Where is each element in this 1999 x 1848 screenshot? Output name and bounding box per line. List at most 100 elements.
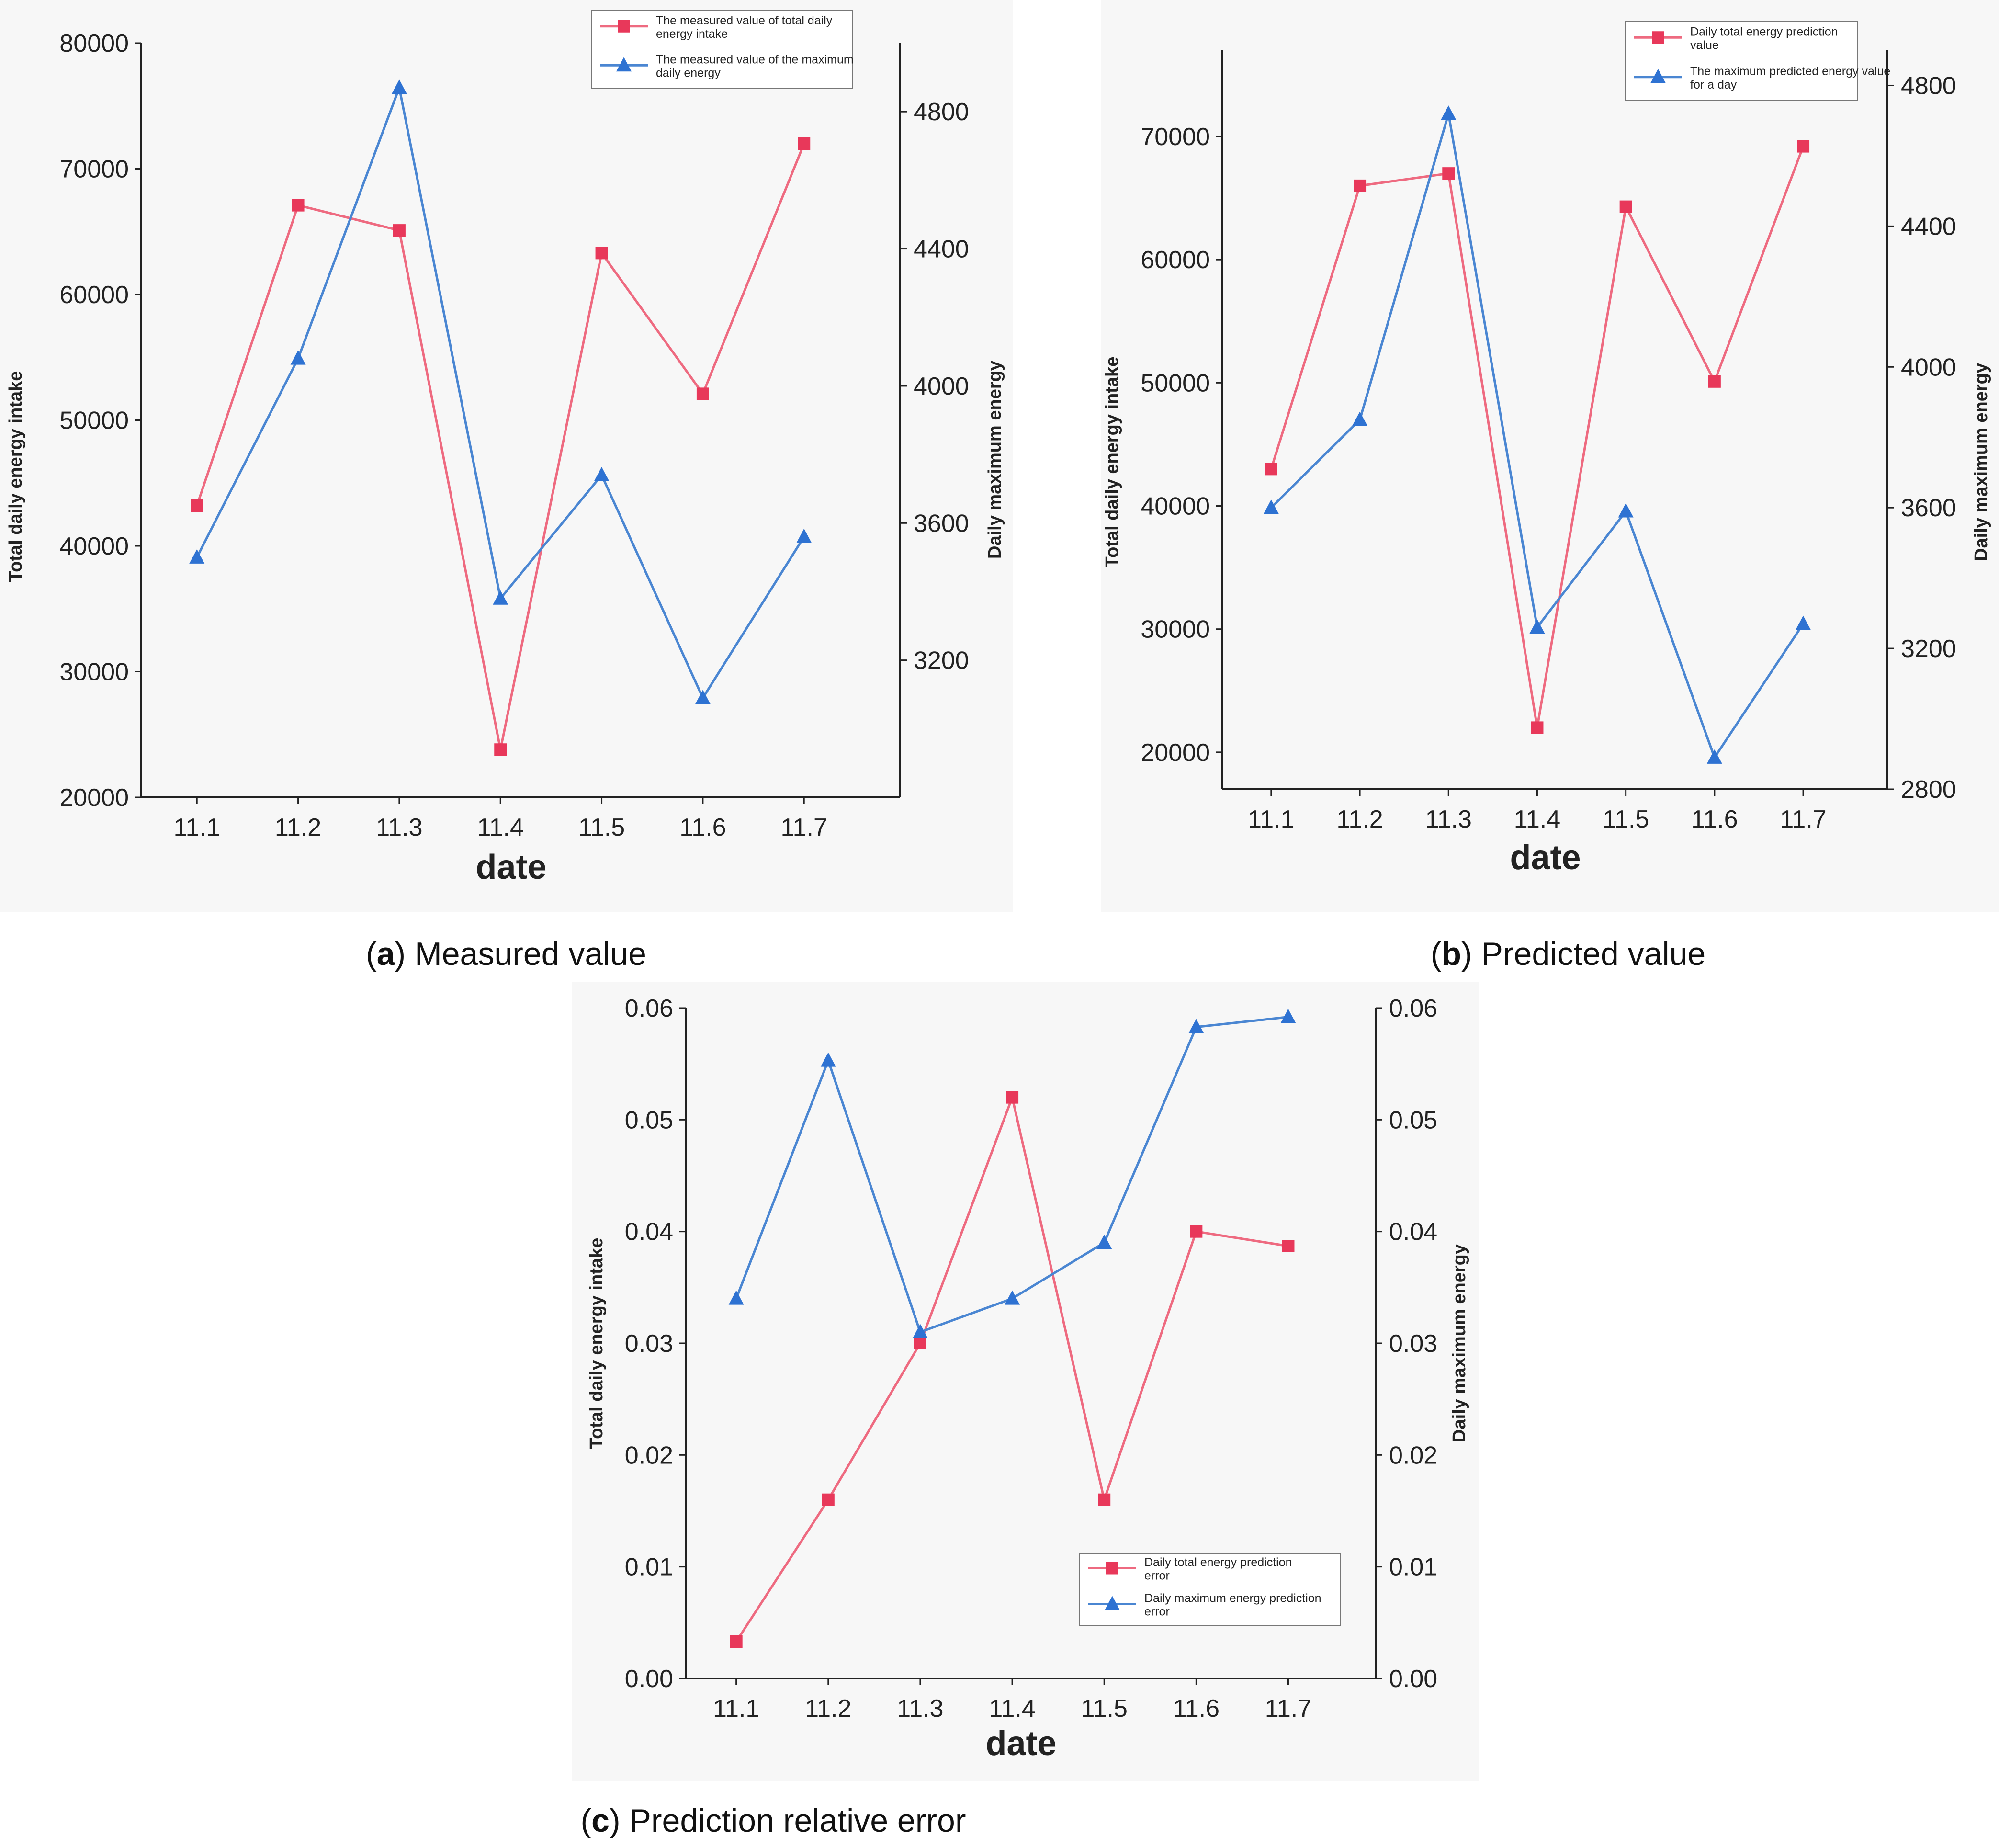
y2-tick-label: 4800 bbox=[1901, 72, 1956, 100]
chart-panel-a: 20000 30000 40000 50000 60000 70000 80000 3200 3… bbox=[0, 0, 1013, 972]
y2-tick-label: 4400 bbox=[914, 236, 969, 263]
y-tick-label: 50000 bbox=[59, 407, 129, 435]
data-point-series-2 bbox=[820, 1052, 836, 1067]
panel-caption-text: Prediction relative error bbox=[630, 1803, 966, 1839]
data-point-series-2 bbox=[290, 350, 306, 365]
y-tick-label: 0.03 bbox=[625, 1330, 673, 1358]
data-point-series-2 bbox=[1618, 503, 1634, 518]
data-point-series-1 bbox=[1619, 200, 1632, 213]
data-point-series-1 bbox=[1708, 375, 1721, 388]
legend: Daily total energy prediction error Daily … bbox=[1079, 1553, 1341, 1626]
data-point-series-1 bbox=[822, 1493, 835, 1506]
legend-label: Daily total energy prediction value bbox=[1690, 25, 1838, 52]
legend-box bbox=[591, 10, 853, 89]
x-tick-label: 11.3 bbox=[897, 1695, 943, 1723]
data-point-series-2 bbox=[912, 1324, 928, 1338]
y-tick-label: 30000 bbox=[59, 658, 129, 686]
x-tick-label: 11.2 bbox=[275, 814, 321, 841]
legend-marker bbox=[618, 20, 630, 33]
y-tick-label: 60000 bbox=[59, 281, 129, 309]
y2-tick-label: 0.01 bbox=[1389, 1553, 1437, 1581]
y-tick-label: 70000 bbox=[59, 156, 129, 183]
x-tick-label: 11.1 bbox=[713, 1695, 759, 1723]
y-tick-label: 80000 bbox=[59, 30, 129, 57]
y-tick-label: 0.02 bbox=[625, 1441, 673, 1469]
y-axis-title: Total daily energy intake bbox=[6, 371, 26, 582]
y-tick-label: 0.06 bbox=[625, 995, 673, 1022]
y2-axis-title: Daily maximum energy bbox=[1971, 363, 1991, 561]
legend: The measured value of total daily energy … bbox=[591, 10, 854, 89]
data-point-series-2 bbox=[1005, 1290, 1020, 1305]
data-point-series-1 bbox=[1282, 1240, 1295, 1252]
data-point-series-1 bbox=[914, 1337, 926, 1349]
y2-tick-label: 4800 bbox=[914, 98, 969, 126]
legend-label: Daily maximum energy prediction error bbox=[1144, 1592, 1321, 1619]
data-point-series-1 bbox=[191, 499, 203, 512]
y2-tick-label: 4000 bbox=[914, 373, 969, 400]
legend-marker bbox=[1106, 1562, 1118, 1575]
x-tick-label: 11.6 bbox=[1173, 1695, 1220, 1723]
x-tick-label: 11.5 bbox=[1603, 805, 1649, 833]
x-tick-label: 11.1 bbox=[1248, 805, 1294, 833]
data-point-series-2 bbox=[1706, 749, 1722, 764]
legend-box bbox=[1079, 1553, 1341, 1626]
data-point-series-1 bbox=[1190, 1225, 1203, 1238]
x-tick-label: 11.5 bbox=[1081, 1695, 1128, 1723]
data-point-series-2 bbox=[493, 590, 508, 605]
data-point-series-1 bbox=[1098, 1493, 1111, 1506]
panel-background bbox=[1101, 0, 1999, 912]
y-tick-label: 20000 bbox=[59, 784, 129, 812]
y2-axis-title: Daily maximum energy bbox=[1449, 1244, 1469, 1442]
y2-tick-label: 3600 bbox=[1901, 494, 1956, 522]
legend: Daily total energy prediction value The ma… bbox=[1625, 21, 1890, 101]
data-point-series-2 bbox=[1352, 411, 1368, 426]
y-tick-label: 70000 bbox=[1141, 123, 1210, 151]
y-tick-label: 0.00 bbox=[625, 1665, 673, 1693]
data-point-series-2 bbox=[1263, 499, 1279, 514]
y2-tick-label: 3600 bbox=[914, 510, 969, 537]
x-tick-label: 11.6 bbox=[1691, 805, 1738, 833]
x-tick-label: 11.1 bbox=[174, 814, 220, 841]
legend-label: The measured value of total daily energy … bbox=[656, 14, 833, 41]
y2-tick-label: 4000 bbox=[1901, 353, 1956, 381]
data-point-series-2 bbox=[1529, 619, 1545, 634]
panel-caption-text: Measured value bbox=[415, 936, 646, 972]
x-tick-label: 11.2 bbox=[1336, 805, 1383, 833]
y2-tick-label: 0.04 bbox=[1389, 1218, 1437, 1246]
y2-tick-label: 3200 bbox=[1901, 635, 1956, 663]
y-tick-label: 60000 bbox=[1141, 246, 1210, 274]
x-axis-title: date bbox=[985, 1724, 1056, 1763]
y-axis-title: Total daily energy intake bbox=[587, 1238, 607, 1449]
data-point-series-1 bbox=[1797, 140, 1810, 153]
data-point-series-1 bbox=[1265, 463, 1277, 476]
data-point-series-1 bbox=[393, 224, 406, 237]
legend-label: The maximum predicted energy value for a … bbox=[1690, 65, 1890, 91]
y2-tick-label: 3200 bbox=[914, 647, 969, 675]
y-tick-label: 50000 bbox=[1141, 369, 1210, 397]
y-tick-label: 40000 bbox=[59, 533, 129, 560]
data-point-series-2 bbox=[1188, 1019, 1204, 1033]
panel-caption: (b) Predicted value bbox=[1431, 936, 1705, 972]
panel-tag: c bbox=[591, 1803, 610, 1839]
data-point-series-1 bbox=[494, 743, 507, 756]
x-tick-label: 11.3 bbox=[1425, 805, 1472, 833]
x-tick-label: 11.3 bbox=[376, 814, 422, 841]
y2-tick-label: 0.06 bbox=[1389, 995, 1437, 1022]
legend-marker bbox=[1652, 31, 1664, 44]
panel-caption-text: Predicted value bbox=[1481, 936, 1706, 972]
data-point-series-2 bbox=[796, 528, 812, 543]
panel-background bbox=[0, 0, 1013, 912]
data-point-series-1 bbox=[1354, 179, 1367, 192]
y2-tick-label: 0.00 bbox=[1389, 1665, 1437, 1693]
legend-marker bbox=[1105, 1596, 1120, 1610]
data-point-series-2 bbox=[189, 549, 205, 564]
x-tick-label: 11.6 bbox=[679, 814, 726, 841]
y2-tick-label: 0.05 bbox=[1389, 1106, 1437, 1134]
data-point-series-2 bbox=[391, 79, 407, 94]
x-tick-label: 11.2 bbox=[805, 1695, 851, 1723]
legend-label: The measured value of the maximum daily e… bbox=[656, 53, 854, 79]
y-tick-label: 0.05 bbox=[625, 1106, 673, 1134]
data-point-series-2 bbox=[1280, 1009, 1296, 1023]
x-tick-label: 11.5 bbox=[578, 814, 625, 841]
